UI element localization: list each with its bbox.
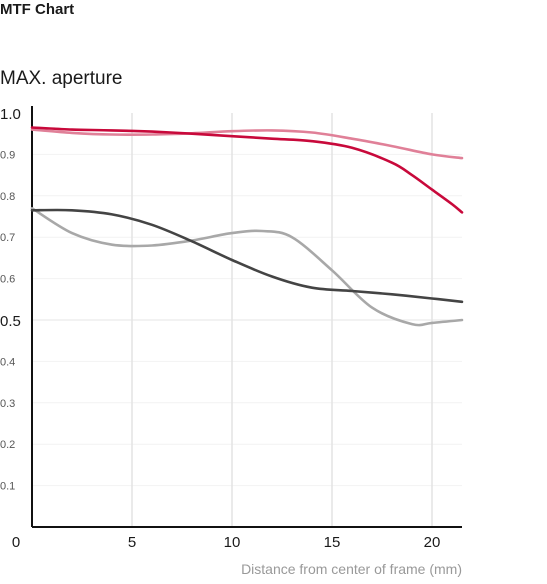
mtf-series-line-4 <box>30 208 464 304</box>
y-tick-label: 0.2 <box>0 439 15 451</box>
mtf-series-line-2 <box>30 126 464 214</box>
x-axis-label: Distance from center of frame (mm) <box>241 561 462 577</box>
y-tick-label: 0.9 <box>0 149 15 161</box>
y-tick-label: 0.8 <box>0 191 15 203</box>
y-tick-label: 0.1 <box>0 481 15 493</box>
chart-title: MAX. aperture <box>0 68 123 89</box>
y-tick-label: 0.5 <box>0 313 21 330</box>
y-tick-label: 1.0 <box>0 106 21 123</box>
y-tick-label: 0.7 <box>0 232 15 244</box>
x-tick-label: 0 <box>12 534 20 551</box>
y-tick-label: 0.4 <box>0 356 15 368</box>
x-tick-label: 10 <box>224 534 241 551</box>
mtf-series-line-1 <box>30 128 464 160</box>
y-tick-label: 0.3 <box>0 398 15 410</box>
page-title: MTF Chart <box>0 1 75 18</box>
x-tick-label: 20 <box>424 534 441 551</box>
x-tick-label: 15 <box>324 534 341 551</box>
y-tick-label: 0.6 <box>0 274 15 286</box>
mtf-series-line-3 <box>30 206 464 327</box>
x-tick-label: 5 <box>128 534 136 551</box>
